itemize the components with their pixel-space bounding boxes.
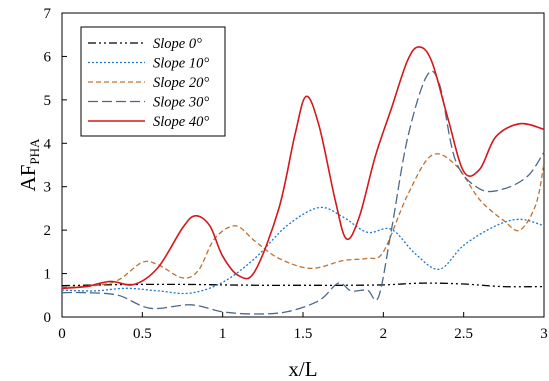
x-tick-label: 3 <box>540 326 548 342</box>
legend-label-slope-30: Slope 30° <box>153 95 209 111</box>
y-tick-label: 1 <box>44 267 52 283</box>
series-line-slope-30 <box>61 70 545 315</box>
y-tick-label: 7 <box>44 6 52 22</box>
axis-ticks: 0 0.5 1 1.5 2 2.5 3 0 1 2 3 4 5 6 7 <box>44 6 548 342</box>
x-axis-title: x/L <box>288 357 317 381</box>
data-series <box>61 46 545 315</box>
x-tick-label: 0.5 <box>133 326 152 342</box>
y-tick-label: 5 <box>44 93 52 109</box>
series-line-slope-0 <box>61 282 545 288</box>
y-axis-title-subscript: PHA <box>27 138 42 165</box>
y-tick-label: 0 <box>44 310 52 326</box>
series-line-slope-10 <box>61 206 545 295</box>
series-line-slope-40 <box>61 46 545 290</box>
y-tick-label: 6 <box>44 49 52 65</box>
legend-label-slope-20: Slope 20° <box>153 75 209 91</box>
legend-label-slope-10: Slope 10° <box>153 56 209 72</box>
legend-label-slope-40: Slope 40° <box>153 114 209 130</box>
legend-label-slope-0: Slope 0° <box>153 36 202 52</box>
x-tick-label: 1.5 <box>294 326 313 342</box>
x-tick-label: 2 <box>380 326 388 342</box>
y-tick-label: 4 <box>44 136 52 152</box>
y-tick-label: 3 <box>44 180 52 196</box>
y-tick-label: 2 <box>44 223 52 239</box>
x-tick-label: 1 <box>219 326 227 342</box>
y-axis-title: AFPHA <box>16 138 42 191</box>
x-tick-label: 0 <box>58 326 66 342</box>
x-tick-label: 2.5 <box>454 326 473 342</box>
y-axis-title-main: AF <box>16 165 40 192</box>
series-line-slope-20 <box>61 153 545 289</box>
legend: Slope 0° Slope 10° Slope 20° Slope 30° Slope… <box>80 26 226 137</box>
